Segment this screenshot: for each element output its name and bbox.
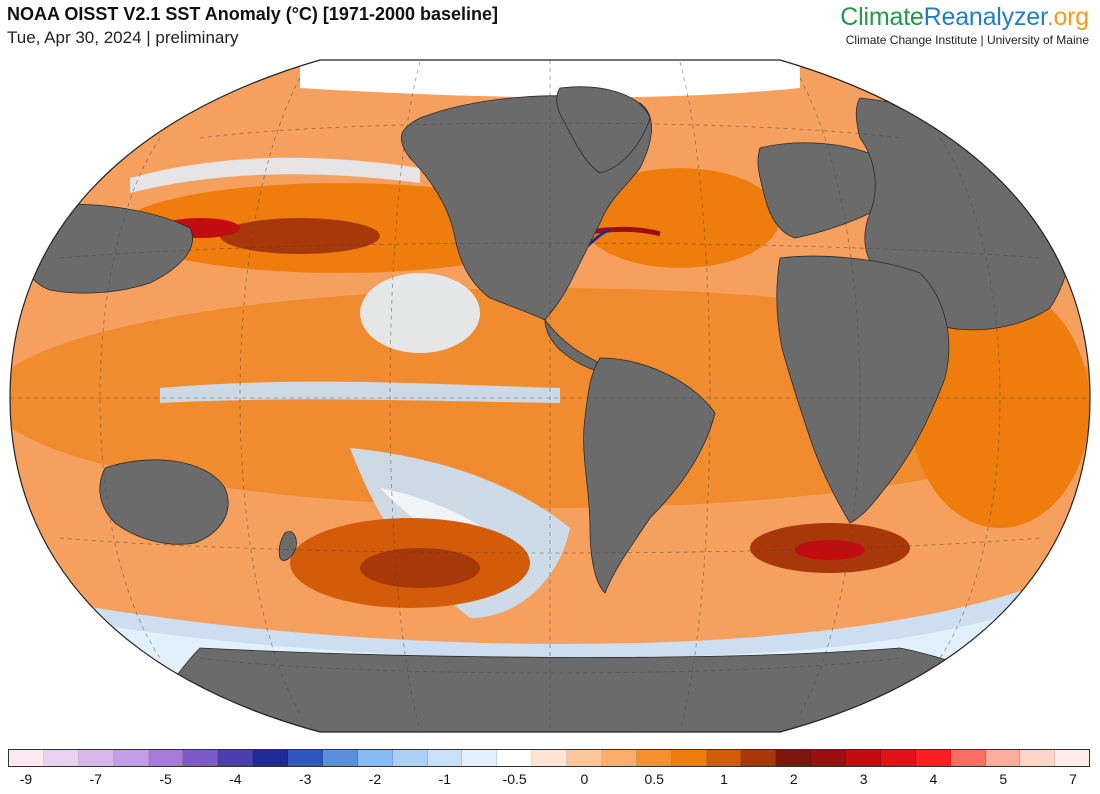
- brand-subtitle: Climate Change Institute | University of…: [845, 33, 1089, 47]
- brand-block: ClimateReanalyzer.org Climate Change Ins…: [840, 3, 1089, 47]
- colorbar-swatch: [113, 750, 149, 766]
- colorbar-tick-label: 4: [929, 771, 938, 787]
- globe-outline: [9, 59, 1091, 733]
- colorbar-swatch: [776, 750, 812, 766]
- colorbar-swatch: [253, 750, 288, 766]
- colorbar-swatch: [322, 750, 358, 766]
- colorbar-swatch: [78, 750, 114, 766]
- colorbar-swatch: [811, 750, 846, 766]
- colorbar-tick-label: 2: [789, 771, 798, 787]
- colorbar-swatch: [567, 750, 602, 766]
- colorbar-tick-label: -5: [159, 771, 172, 787]
- colorbar-swatch: [288, 750, 323, 766]
- colorbar-tick-label: 1: [720, 771, 728, 787]
- colorbar-swatch: [1020, 750, 1056, 766]
- colorbar-swatch: [462, 750, 498, 766]
- colorbar-tick-label: -3: [298, 771, 312, 787]
- logo-word-reanalyzer: Reanalyzer: [923, 3, 1047, 31]
- colorbar-tick-label: 7: [1069, 771, 1077, 787]
- colorbar-swatch: [741, 750, 777, 766]
- colorbar-tick-label: -1: [438, 771, 452, 787]
- logo-word-climate: Climate: [840, 3, 924, 31]
- colorbar-swatch: [218, 750, 254, 766]
- colorbar-swatch: [9, 750, 44, 766]
- colorbar-swatch: [183, 750, 219, 766]
- colorbar-swatch: [532, 750, 567, 766]
- colorbar-tick-label: -2: [368, 771, 382, 787]
- logo-word-org: .org: [1046, 3, 1089, 31]
- colorbar-swatch: [43, 750, 79, 766]
- colorbar-swatch: [497, 750, 533, 766]
- colorbar-tick-label: 0: [580, 771, 589, 787]
- sst-anomaly-map: [0, 58, 1100, 734]
- colorbar-swatch: [148, 750, 184, 766]
- colorbar-swatch: [915, 750, 951, 766]
- colorbar-swatch: [671, 750, 707, 766]
- colorbar-swatch: [392, 750, 428, 766]
- colorbar-tick-label: -9: [19, 771, 33, 787]
- colorbar-swatch: [1055, 750, 1090, 766]
- colorbar-tick-label: 3: [859, 771, 868, 787]
- colorbar-tick-labels: -9-7-5-4-3-2-1-0.500.51234579: [8, 770, 1090, 790]
- colorbar-swatch: [357, 750, 393, 766]
- colorbar-tick-label: -4: [229, 771, 242, 787]
- map-date: Tue, Apr 30, 2024 | preliminary: [7, 28, 239, 47]
- colorbar-swatch: [985, 750, 1021, 766]
- colorbar-swatch: [601, 750, 637, 766]
- colorbar-swatch: [427, 750, 463, 766]
- climate-reanalyzer-logo[interactable]: ClimateReanalyzer.org: [840, 3, 1089, 32]
- colorbar-tick-label: -0.5: [502, 771, 527, 787]
- colorbar-tick-label: 0.5: [644, 771, 664, 787]
- colorbar-swatch: [636, 750, 672, 766]
- map-title: NOAA OISST V2.1 SST Anomaly (°C) [1971-2…: [7, 4, 499, 24]
- globe-surface: [10, 60, 1090, 732]
- colorbar-swatch: [950, 750, 986, 766]
- colorbar-tick-label: 5: [999, 771, 1008, 787]
- anomaly-colorbar: [8, 749, 1090, 767]
- colorbar-swatch: [706, 750, 742, 766]
- colorbar-swatch: [880, 750, 916, 766]
- colorbar-swatch: [846, 750, 881, 766]
- colorbar-tick-label: -7: [89, 771, 102, 787]
